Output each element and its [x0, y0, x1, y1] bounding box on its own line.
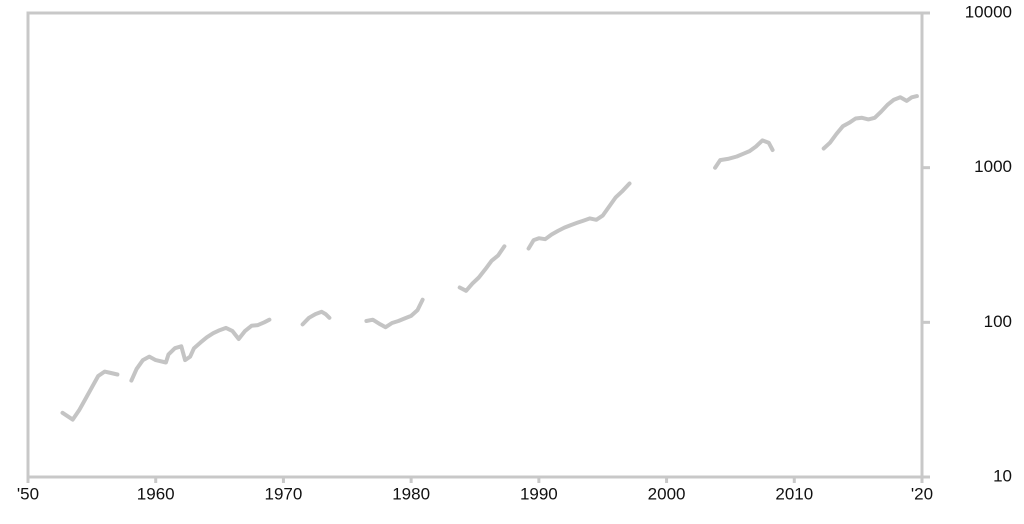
x-tick-label: '50 — [17, 484, 39, 503]
y-tick-label: 100 — [984, 312, 1012, 331]
y-tick-label: 10 — [993, 466, 1012, 485]
x-tick-label: 1960 — [137, 484, 175, 503]
plot-frame — [26, 11, 924, 479]
data-line — [60, 94, 919, 422]
x-tick-label: 1990 — [520, 484, 558, 503]
x-tick-label: 2000 — [648, 484, 686, 503]
y-tick-label: 1000 — [974, 157, 1012, 176]
x-tick-label: '20 — [911, 484, 933, 503]
x-tick-label: 1980 — [392, 484, 430, 503]
x-tick-label: 2010 — [775, 484, 813, 503]
x-tick-label: 1970 — [265, 484, 303, 503]
y-tick-label: 10000 — [965, 2, 1012, 21]
